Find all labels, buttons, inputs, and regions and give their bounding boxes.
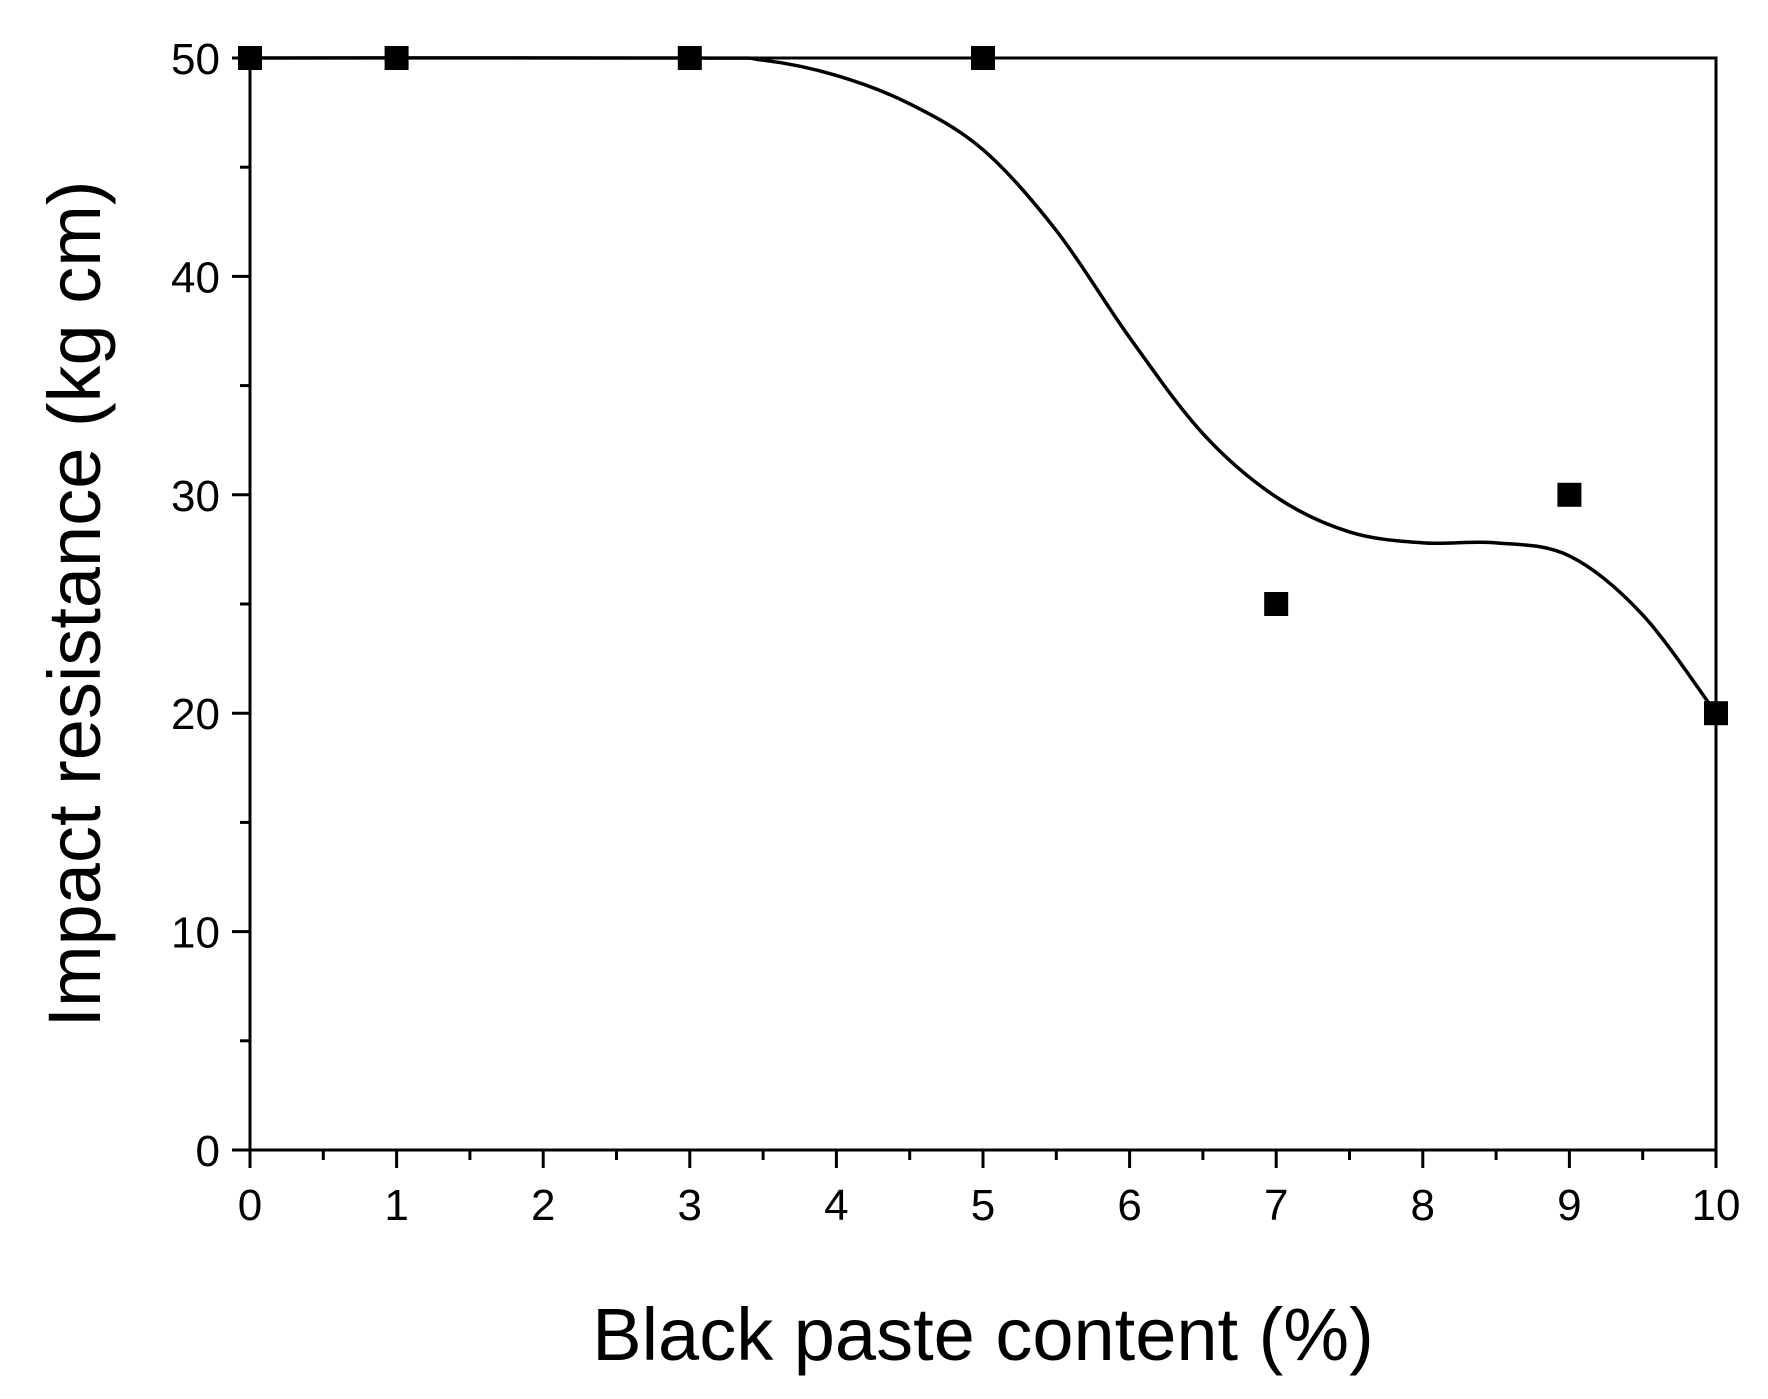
x-tick-label: 3 — [678, 1181, 702, 1230]
fit-curve — [249, 56, 1718, 715]
x-tick-label: 8 — [1411, 1181, 1435, 1230]
data-point — [1264, 592, 1289, 616]
x-tick-label: 4 — [824, 1181, 848, 1230]
plot-frame — [248, 56, 1718, 1152]
y-tick-label: 50 — [171, 35, 220, 84]
x-tick-label: 0 — [238, 1181, 262, 1230]
y-tick-label: 20 — [171, 690, 220, 739]
data-point — [384, 46, 409, 70]
y-tick-label: 0 — [196, 1127, 220, 1176]
x-tick-label: 6 — [1117, 1181, 1141, 1230]
x-tick-label: 2 — [531, 1181, 555, 1230]
x-tick-label: 10 — [1692, 1181, 1741, 1230]
y-tick-label: 30 — [171, 472, 220, 521]
x-tick-label: 7 — [1264, 1181, 1288, 1230]
axes — [232, 56, 1718, 1168]
data-point — [238, 46, 262, 70]
y-tick-label: 10 — [171, 909, 220, 958]
x-tick-label: 9 — [1557, 1181, 1581, 1230]
tick-labels: 0 1 2 3 4 5 6 7 8 9 10 0 10 20 30 40 50 — [171, 35, 1740, 1230]
data-point — [971, 46, 995, 70]
x-axis-title: Black paste content (%) — [592, 1293, 1373, 1376]
data-points — [238, 46, 1728, 726]
y-axis-title: Impact resistance (kg cm) — [33, 180, 116, 1027]
data-point — [1704, 701, 1728, 726]
x-tick-label: 1 — [384, 1181, 408, 1230]
data-point — [1557, 482, 1582, 507]
fit-curve-group — [249, 56, 1718, 715]
x-tick-label: 5 — [971, 1181, 995, 1230]
y-tick-label: 40 — [171, 253, 220, 302]
data-point — [677, 46, 702, 70]
